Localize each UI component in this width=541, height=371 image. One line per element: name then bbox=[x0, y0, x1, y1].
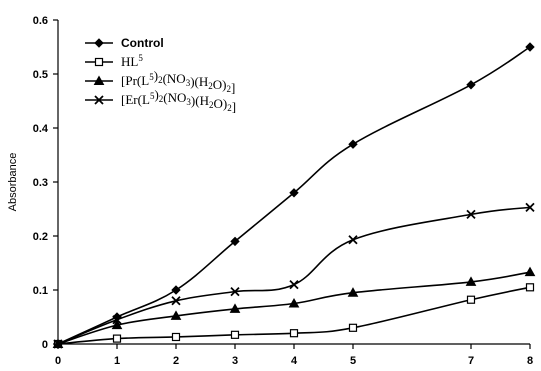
x-tick-label: 1 bbox=[114, 355, 120, 367]
series-line-er-complex bbox=[57, 206, 531, 345]
legend: Control HL5[Pr(L5)2(NO3)(H2O)2][Er(L5)2(N… bbox=[85, 36, 236, 114]
series-line-hl5 bbox=[57, 286, 531, 345]
data-point-er-complex bbox=[289, 279, 299, 290]
series-er-complex bbox=[53, 202, 535, 349]
legend-marker-hl5 bbox=[94, 57, 104, 67]
data-point-pr-complex bbox=[111, 319, 123, 330]
data-point-hl5 bbox=[348, 323, 358, 332]
series-hl5 bbox=[53, 283, 535, 349]
y-tick-label: 0.5 bbox=[33, 69, 48, 81]
legend-marker-control bbox=[94, 38, 104, 48]
legend-marker-pr-complex bbox=[93, 75, 105, 85]
legend-label-control: Control bbox=[121, 36, 164, 50]
data-point-er-complex bbox=[53, 339, 63, 349]
x-tick-label: 4 bbox=[291, 355, 298, 367]
data-point-hl5 bbox=[171, 332, 181, 342]
data-point-hl5 bbox=[230, 330, 240, 339]
data-point-control bbox=[466, 80, 476, 90]
data-point-pr-complex bbox=[465, 276, 477, 286]
data-point-hl5 bbox=[525, 283, 535, 292]
x-tick-label: 2 bbox=[173, 355, 179, 367]
data-point-pr-complex bbox=[170, 310, 182, 320]
data-point-control bbox=[348, 139, 358, 149]
data-point-pr-complex bbox=[524, 266, 536, 277]
data-point-control bbox=[171, 285, 181, 295]
series-line-control bbox=[57, 46, 531, 345]
data-point-hl5 bbox=[466, 295, 476, 304]
data-point-er-complex bbox=[466, 209, 476, 220]
y-tick-label: 0.2 bbox=[33, 231, 48, 243]
legend-item-hl5: HL5 bbox=[85, 53, 143, 69]
x-tick-label: 5 bbox=[350, 355, 356, 367]
data-point-er-complex bbox=[230, 286, 240, 297]
data-point-control bbox=[230, 236, 240, 247]
x-ticks: 0 1 2 3 4 5 7 8 bbox=[55, 344, 533, 367]
y-tick-label: 0.1 bbox=[33, 285, 48, 297]
legend-marker-er-complex bbox=[94, 95, 104, 105]
data-point-er-complex bbox=[171, 296, 181, 306]
data-point-er-complex bbox=[525, 202, 535, 213]
series-layer bbox=[52, 42, 536, 349]
data-point-hl5 bbox=[289, 329, 299, 338]
y-tick-label: 0 bbox=[42, 339, 48, 351]
data-point-control bbox=[525, 42, 535, 52]
legend-label-hl5: HL5 bbox=[121, 53, 143, 69]
data-point-hl5 bbox=[112, 334, 122, 343]
y-tick-label: 0.4 bbox=[33, 123, 49, 135]
x-tick-label: 7 bbox=[468, 355, 474, 367]
y-tick-label: 0.3 bbox=[33, 177, 48, 189]
y-ticks: 0 0.1 0.2 0.3 0.4 0.5 0.6 bbox=[33, 15, 58, 351]
data-point-pr-complex bbox=[288, 297, 300, 308]
series-line-pr-complex bbox=[57, 271, 531, 345]
legend-item-control: Control bbox=[85, 36, 164, 50]
legend-item-pr-complex: [Pr(L5)2(NO3)(H2O)2] bbox=[85, 68, 235, 95]
x-tick-label: 8 bbox=[527, 355, 533, 367]
y-axis-label: Absorbance bbox=[7, 153, 19, 212]
legend-label-er-complex: [Er(L5)2(NO3)(H2O)2] bbox=[121, 87, 236, 114]
x-tick-label: 3 bbox=[232, 355, 238, 367]
legend-label-pr-complex: [Pr(L5)2(NO3)(H2O)2] bbox=[121, 68, 235, 95]
series-pr-complex bbox=[52, 266, 536, 348]
y-tick-label: 0.6 bbox=[33, 15, 48, 27]
x-tick-label: 0 bbox=[55, 355, 61, 367]
data-point-pr-complex bbox=[229, 303, 241, 313]
data-point-control bbox=[289, 188, 299, 198]
data-point-pr-complex bbox=[347, 287, 359, 297]
data-point-er-complex bbox=[348, 235, 358, 245]
data-point-er-complex bbox=[112, 315, 122, 325]
legend-item-er-complex: [Er(L5)2(NO3)(H2O)2] bbox=[85, 87, 236, 114]
